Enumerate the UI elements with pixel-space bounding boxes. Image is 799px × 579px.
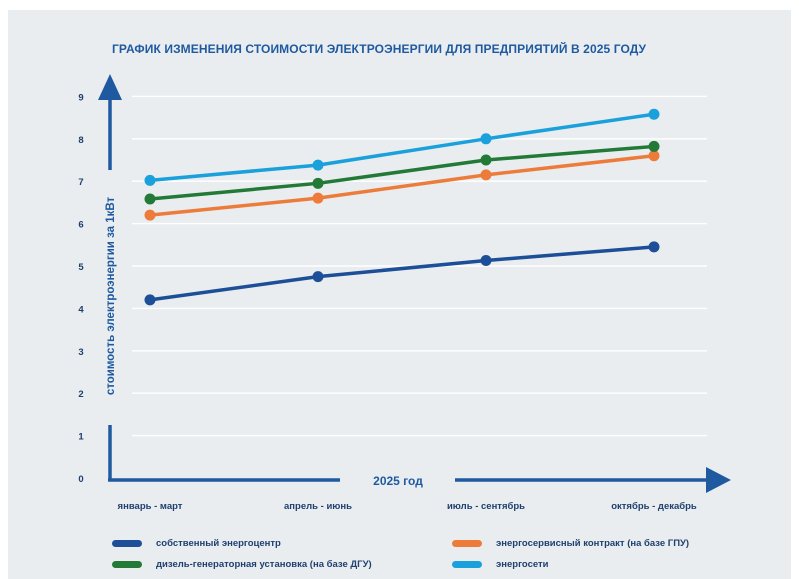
y-tick-label: 7 <box>78 177 83 188</box>
data-point <box>480 154 492 166</box>
legend-swatch <box>452 561 482 568</box>
y-axis-arrow <box>98 74 122 100</box>
legend-label: энергосервисный контракт (на базе ГПУ) <box>496 538 690 549</box>
chart-panel <box>8 10 791 579</box>
y-tick-label: 4 <box>78 304 84 315</box>
legend-item: дизель-генераторная установка (на базе Д… <box>112 559 372 570</box>
data-point <box>312 192 324 204</box>
x-tick-label: июль - сентябрь <box>447 501 525 512</box>
series-line <box>149 112 655 183</box>
legend-label: энергосети <box>496 559 549 570</box>
series-line <box>149 154 655 217</box>
y-tick-label: 6 <box>78 220 83 231</box>
legend-item: энергосервисный контракт (на базе ГПУ) <box>452 538 689 549</box>
data-point <box>312 271 324 283</box>
legend-item: энергосети <box>452 559 549 570</box>
data-point <box>144 209 156 221</box>
x-tick-label: апрель - июнь <box>284 501 352 512</box>
y-tick-label: 3 <box>78 347 83 358</box>
series-points <box>144 108 660 306</box>
legend-label: собственный энергоцентр <box>156 538 281 549</box>
legend-item: собственный энергоцентр <box>112 538 281 549</box>
data-point <box>648 140 660 152</box>
legend-swatch <box>112 540 142 547</box>
y-axis-label: стоимость электроэнергии за 1кВт <box>105 196 117 395</box>
y-tick-label: 9 <box>78 92 83 103</box>
data-point <box>312 177 324 189</box>
data-point <box>648 241 660 253</box>
data-point <box>312 159 324 171</box>
y-tick-label: 0 <box>78 474 83 485</box>
chart-title: ГРАФИК ИЗМЕНЕНИЯ СТОИМОСТИ ЭЛЕКТРОЭНЕРГИ… <box>112 42 647 56</box>
x-tick-labels: январь - март апрель - июнь июль - сентябр… <box>118 501 697 512</box>
axes: стоимость электроэнергии за 1кВт 2025 год <box>98 74 731 493</box>
series-lines <box>149 112 655 302</box>
y-tick-label: 2 <box>78 389 83 400</box>
data-point <box>480 133 492 145</box>
series-line <box>149 144 655 201</box>
x-axis-label: 2025 год <box>373 474 423 488</box>
grid-lines <box>132 95 707 437</box>
x-tick-label: январь - март <box>118 501 183 512</box>
series-line <box>149 245 655 302</box>
legend-label: дизель-генераторная установка (на базе Д… <box>156 559 372 570</box>
legend-swatch <box>452 540 482 547</box>
x-axis-arrow <box>706 467 731 493</box>
y-tick-label: 5 <box>78 262 84 273</box>
data-point <box>480 254 492 266</box>
y-tick-labels: 0 1 2 3 4 5 6 7 8 9 <box>78 92 84 485</box>
y-tick-label: 8 <box>78 135 83 146</box>
data-point <box>144 174 156 186</box>
data-point <box>648 150 660 162</box>
y-tick-label: 1 <box>78 432 84 443</box>
data-point <box>144 193 156 205</box>
x-tick-label: октябрь - декабрь <box>611 501 697 512</box>
legend-swatch <box>112 561 142 568</box>
data-point <box>480 169 492 181</box>
data-point <box>144 294 156 306</box>
data-point <box>648 108 660 120</box>
